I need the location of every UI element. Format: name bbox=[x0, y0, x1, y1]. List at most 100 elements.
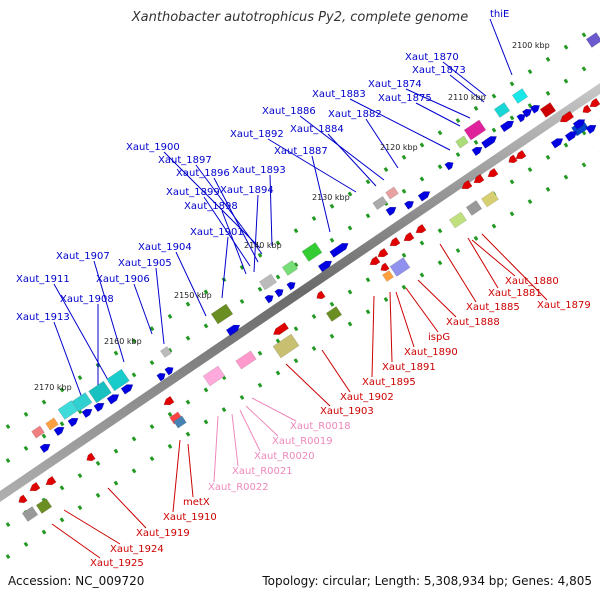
tick-mark bbox=[203, 419, 209, 425]
forward-gene-label: Xaut_1906 bbox=[96, 274, 150, 285]
reverse-gene-arrow bbox=[487, 167, 499, 178]
feature-box bbox=[389, 257, 411, 277]
forward-gene-label: Xaut_1911 bbox=[16, 274, 70, 285]
forward-gene-label: Xaut_1908 bbox=[60, 294, 114, 305]
forward-gene-arrow bbox=[499, 120, 515, 133]
map-title: Xanthobacter autotrophicus Py2, complete… bbox=[131, 10, 469, 25]
tick-mark bbox=[41, 529, 47, 535]
feature-box bbox=[272, 333, 300, 359]
reverse-gene-arrow bbox=[86, 452, 96, 462]
tick-mark bbox=[59, 485, 65, 491]
forward-gene-arrow bbox=[274, 288, 284, 298]
callout-line bbox=[267, 138, 357, 193]
tick-mark bbox=[527, 199, 533, 205]
tick-mark bbox=[95, 492, 101, 498]
forward-gene-label: Xaut_1898 bbox=[184, 201, 238, 212]
forward-gene-arrow bbox=[572, 119, 586, 130]
forward-gene-label: Xaut_1873 bbox=[412, 65, 466, 76]
feature-box bbox=[385, 186, 399, 200]
gene-arrow-layer bbox=[18, 97, 600, 504]
tick-mark bbox=[5, 424, 11, 430]
rna-gene-label: Xaut_R0019 bbox=[272, 436, 333, 447]
rna-gene-label: Xaut_R0021 bbox=[232, 466, 293, 477]
tick-mark bbox=[455, 118, 461, 124]
reverse-gene-label: Xaut_1925 bbox=[90, 558, 144, 569]
reverse-gene-label: Xaut_1895 bbox=[362, 377, 416, 388]
tick-mark bbox=[149, 456, 155, 462]
reverse-gene-arrow bbox=[508, 154, 518, 164]
tick-mark bbox=[167, 443, 173, 449]
tick-mark bbox=[257, 382, 263, 388]
forward-gene-label: Xaut_1882 bbox=[328, 109, 382, 120]
tick-mark bbox=[419, 272, 425, 278]
callout-line bbox=[395, 291, 415, 348]
callout-line bbox=[155, 267, 165, 345]
forward-gene-label: Xaut_1892 bbox=[230, 129, 284, 140]
forward-gene-label: thiE bbox=[490, 9, 509, 20]
forward-gene-arrow bbox=[385, 206, 397, 217]
reverse-gene-arrow bbox=[316, 290, 326, 300]
callout-line bbox=[53, 283, 109, 381]
tick-mark bbox=[113, 350, 119, 356]
forward-gene-arrow bbox=[264, 294, 274, 304]
tick-mark bbox=[491, 127, 497, 133]
callout-line bbox=[481, 233, 548, 301]
callout-line bbox=[417, 279, 457, 318]
tick-mark bbox=[545, 56, 551, 62]
forward-gene-arrow bbox=[120, 384, 134, 395]
scale-label: 2160 kbp bbox=[104, 337, 142, 346]
tick-mark bbox=[185, 301, 191, 307]
reverse-gene-label: metX bbox=[183, 497, 210, 508]
tick-mark bbox=[419, 176, 425, 182]
reverse-gene-arrow bbox=[380, 262, 390, 272]
tick-mark bbox=[23, 411, 29, 417]
tick-mark bbox=[347, 225, 353, 231]
tick-mark bbox=[401, 284, 407, 290]
feature-box bbox=[210, 303, 234, 325]
forward-gene-arrow bbox=[521, 108, 533, 118]
callout-line bbox=[471, 239, 516, 277]
feature-box bbox=[511, 88, 529, 104]
tick-mark bbox=[95, 460, 101, 466]
feature-box-layer bbox=[21, 32, 600, 522]
tick-mark bbox=[329, 237, 335, 243]
callout-line bbox=[195, 164, 263, 255]
reverse-gene-label: Xaut_1902 bbox=[340, 392, 394, 403]
scale-label: 2120 kbp bbox=[380, 143, 418, 152]
callout-line bbox=[213, 177, 259, 263]
reverse-gene-label: ispG bbox=[428, 332, 450, 343]
callout-line bbox=[439, 243, 477, 303]
scale-label: 2170 kbp bbox=[34, 383, 72, 392]
tick-mark bbox=[509, 211, 515, 217]
tick-mark bbox=[365, 309, 371, 315]
reverse-gene-label: Xaut_1924 bbox=[110, 544, 164, 555]
tick-mark bbox=[257, 350, 263, 356]
tick-mark bbox=[149, 360, 155, 366]
tick-mark bbox=[239, 264, 245, 270]
forward-gene-label: Xaut_1896 bbox=[176, 168, 230, 179]
tick-mark bbox=[437, 130, 443, 136]
tick-mark bbox=[329, 203, 335, 209]
tick-mark bbox=[149, 424, 155, 430]
feature-box bbox=[21, 506, 39, 522]
tick-mark bbox=[275, 274, 281, 280]
reverse-gene-label: Xaut_1910 bbox=[163, 512, 217, 523]
callout-line bbox=[239, 409, 261, 452]
callout-line bbox=[231, 413, 239, 467]
tick-mark bbox=[365, 277, 371, 283]
callout-line bbox=[163, 151, 261, 249]
tick-mark bbox=[77, 505, 83, 511]
callout-line bbox=[63, 509, 121, 545]
forward-gene-arrow bbox=[156, 372, 166, 382]
callout-line bbox=[449, 74, 485, 103]
tick-mark bbox=[77, 473, 83, 479]
reverse-gene-arrow bbox=[389, 236, 401, 247]
forward-gene-arrow bbox=[225, 324, 241, 337]
feature-box bbox=[382, 270, 394, 282]
tick-mark bbox=[77, 375, 83, 381]
forward-gene-arrow bbox=[81, 408, 93, 419]
tick-mark bbox=[311, 345, 317, 351]
tick-mark bbox=[545, 154, 551, 160]
forward-gene-arrow bbox=[417, 191, 431, 202]
